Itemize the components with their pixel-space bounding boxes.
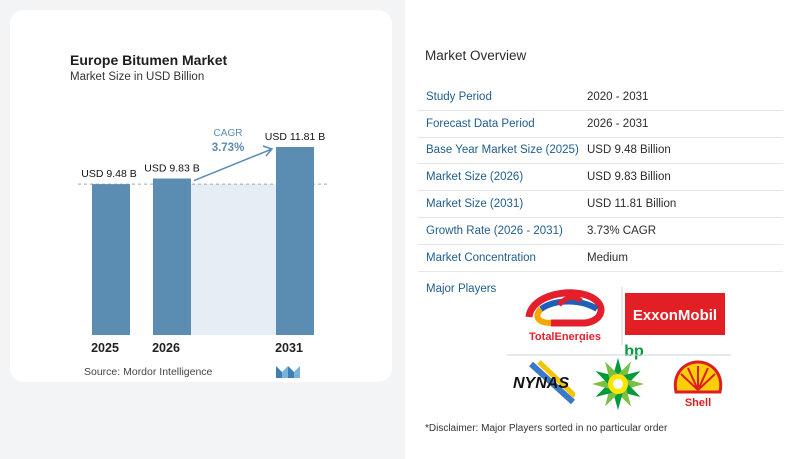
overview-row: Market Concentration Medium [418,245,783,272]
overview-row-value: USD 9.83 Billion [587,171,671,184]
overview-row: Study Period 2020 - 2031 [418,84,783,111]
bar-2025 [92,184,130,335]
mordor-logo-icon [276,366,300,378]
x-tick-label: 2025 [91,341,119,355]
totalenergies-logo: TotalEnergies [511,287,619,347]
overview-row: Growth Rate (2026 - 2031) 3.73% CAGR [418,218,783,245]
shell-logo: Shell [668,358,728,410]
cagr-arrow [193,148,273,182]
cagr-label: CAGR [214,128,243,139]
bar-value-label: USD 9.83 B [144,163,199,175]
bar-chart: USD 9.48 B 2025 USD 9.83 B 2026 USD 11.81 B 2… [78,128,330,355]
overview-row-value: USD 11.81 Billion [587,198,677,211]
overview-row-value: 2026 - 2031 [587,117,649,130]
overview-row: Market Size (2026) USD 9.83 Billion [418,164,783,192]
logo-text-nynas: NYNAS [513,375,569,392]
overview-row: Base Year Market Size (2025) USD 9.48 Bil… [418,138,783,165]
x-tick-label: 2026 [152,341,180,355]
overview-row-label: Base Year Market Size (2025) [426,144,579,157]
overview-title: Market Overview [425,48,527,63]
cagr-value: 3.73% [212,142,245,154]
exxonmobil-logo: ExxonMobil [625,293,725,335]
overview-row-label: Market Concentration [426,251,536,264]
bar-2026 [153,178,191,335]
chart-subtitle: Market Size in USD Billion [70,71,205,83]
overview-table: Study Period 2020 - 2031 Forecast Data Per… [418,84,783,272]
bar-value-label: USD 11.81 B [265,131,326,143]
source-text: Source: Mordor Intelligence [84,366,213,378]
overview-row: Forecast Data Period 2026 - 2031 [418,111,783,138]
bar-2031 [276,147,314,335]
growth-area [191,184,276,335]
overview-row-value: Medium [587,251,628,264]
x-tick-label: 2031 [275,341,303,355]
overview-row: Market Size (2031) USD 11.81 Billion [418,191,783,218]
bar-value-label: USD 9.48 B [81,168,136,180]
overview-row-label: Market Size (2031) [426,198,524,211]
disclaimer-text: *Disclaimer: Major Players sorted in no … [425,423,668,434]
cagr-arrow-head [262,145,274,157]
overview-row-label: Study Period [426,90,492,103]
overview-row-value: 3.73% CAGR [587,224,657,237]
overview-row-value: USD 9.48 Billion [587,144,671,157]
overview-row-label: Growth Rate (2026 - 2031) [426,224,563,237]
overview-row-value: 2020 - 2031 [587,90,649,103]
logo-grid-lines [507,287,731,356]
overview-row-label: Forecast Data Period [426,117,535,130]
overview-row-label: Market Size (2026) [426,171,524,184]
nynas-logo: NYNAS [511,358,577,410]
logo-text-shell: Shell [685,397,711,409]
logo-text-bp: bp [624,343,644,360]
chart-title: Europe Bitumen Market [70,52,228,68]
logo-text-exxonmobil: ExxonMobil [633,307,717,324]
major-players-label: Major Players [426,283,497,295]
bp-logo: bp [582,340,658,410]
